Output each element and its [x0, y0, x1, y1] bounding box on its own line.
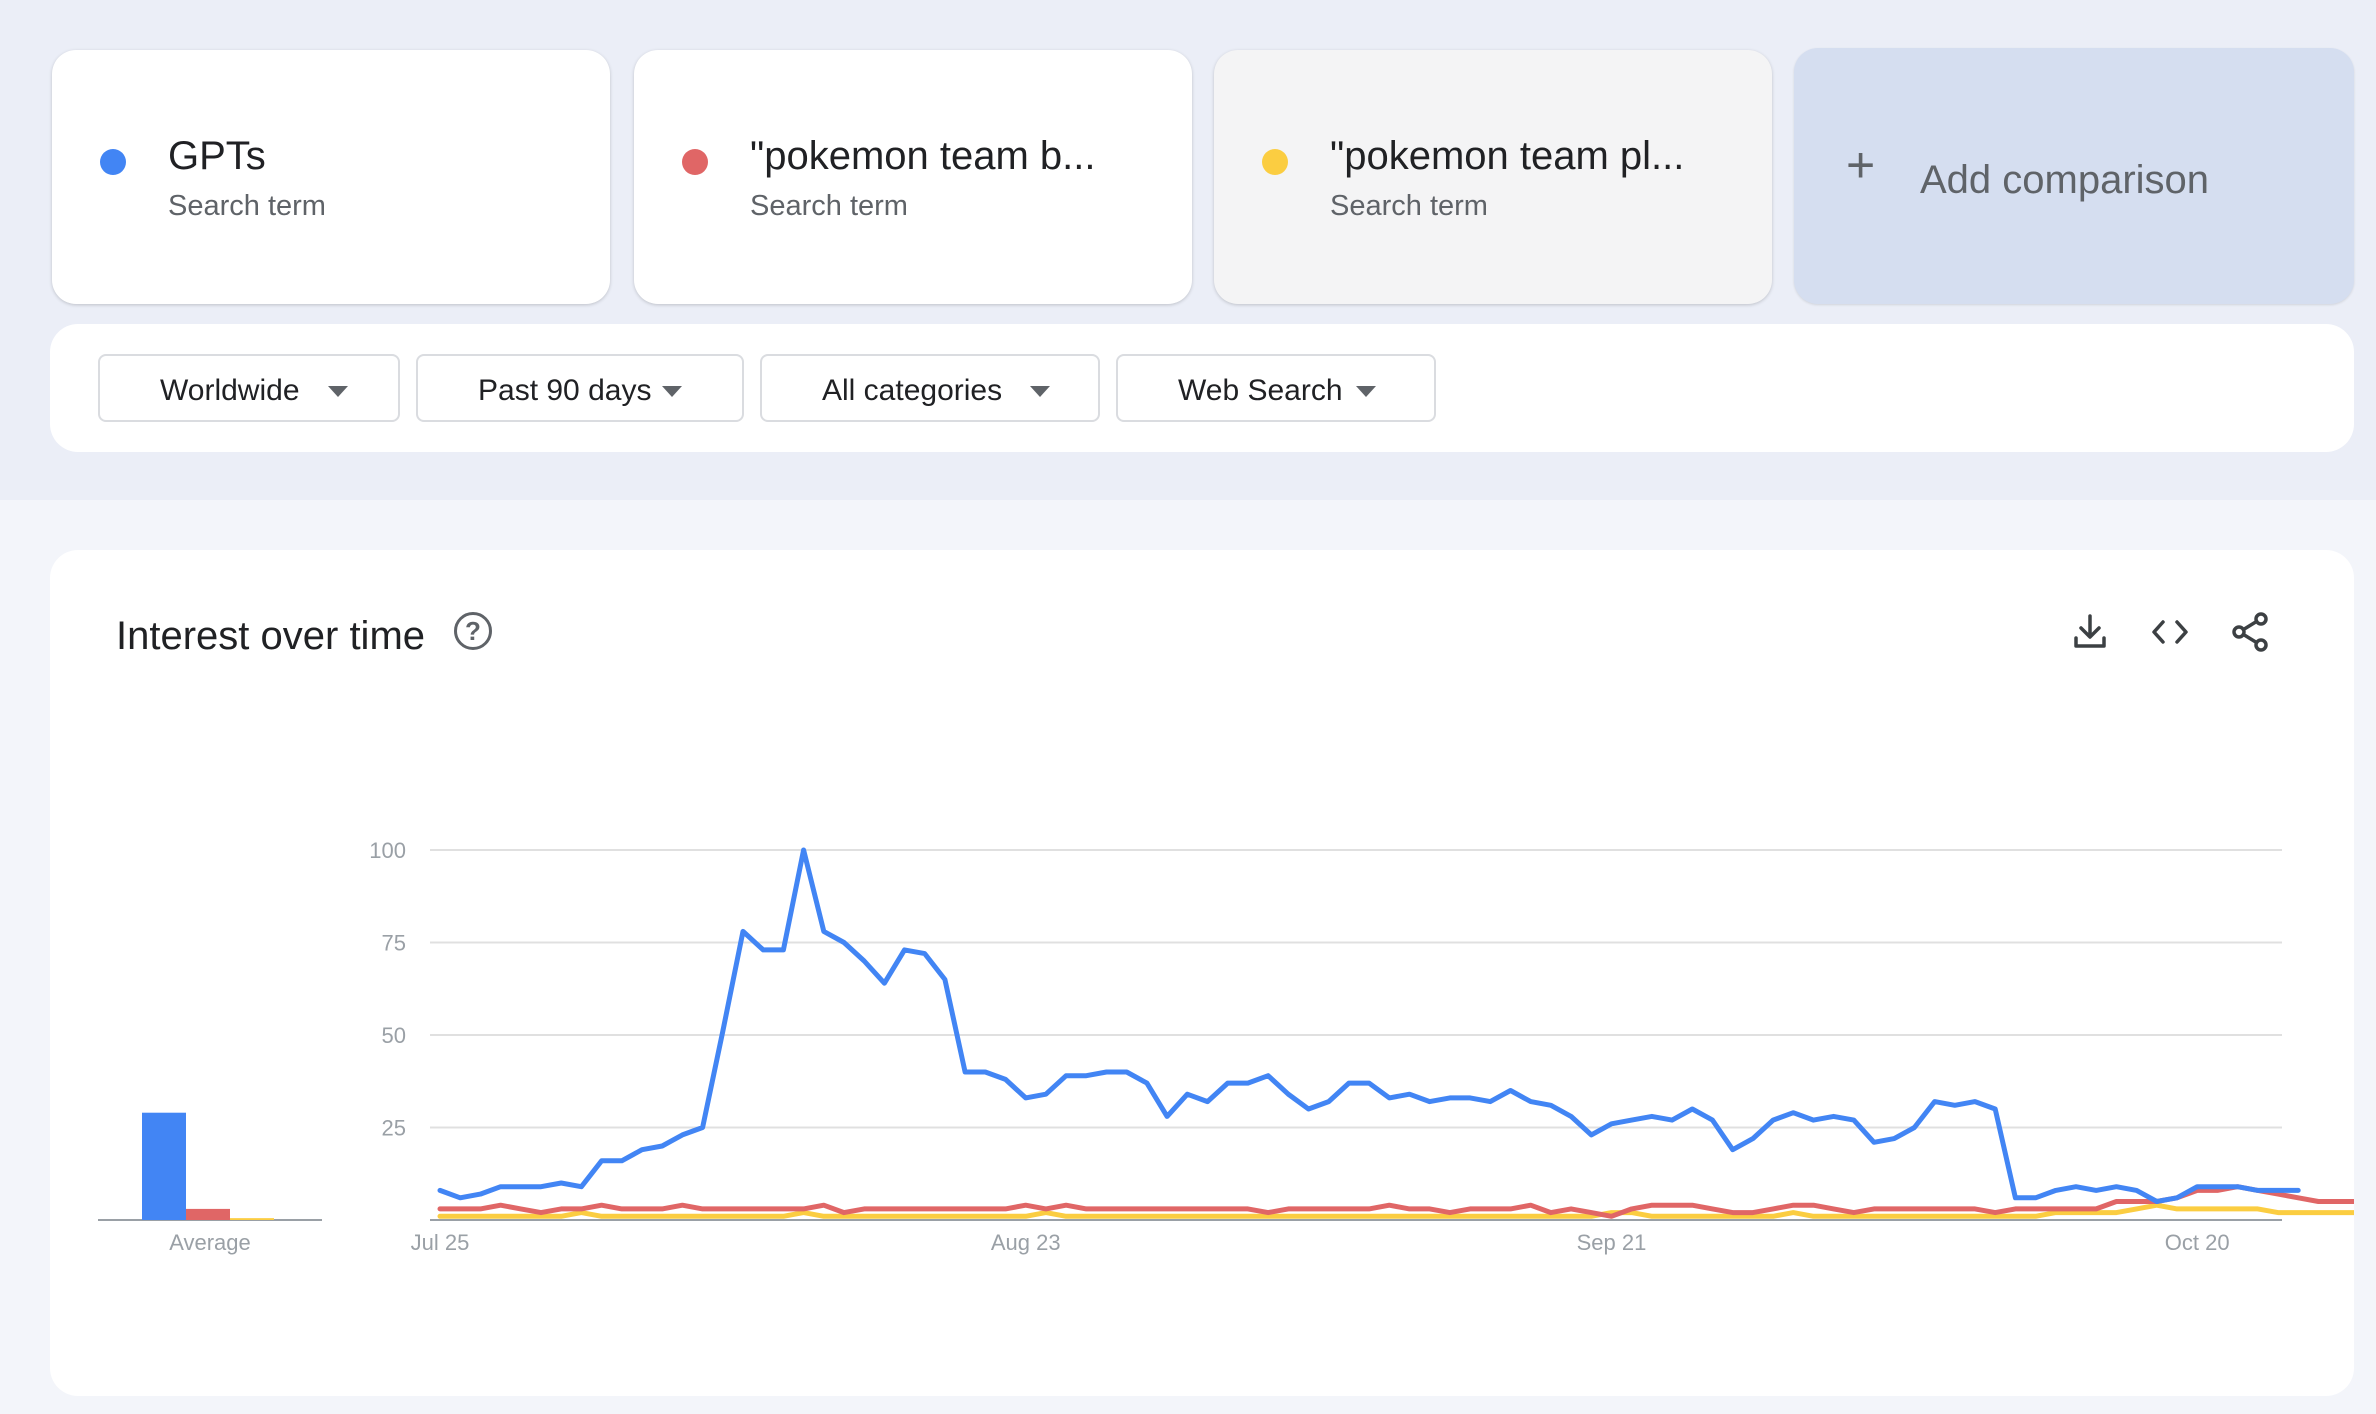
term-card-pokemon-team-pl[interactable]: "pokemon team pl... Search term — [1214, 50, 1772, 304]
term-type: Search term — [750, 190, 908, 222]
y-tick-label: 100 — [369, 838, 406, 863]
caret-down-icon — [1356, 386, 1376, 397]
search-type-dropdown[interactable]: Web Search — [1116, 354, 1436, 422]
chart-title: Interest over time — [116, 614, 426, 658]
series-line[interactable] — [437, 1202, 2354, 1219]
series-color-dot — [100, 149, 126, 175]
term-card-pokemon-team-b[interactable]: "pokemon team b... Search term — [634, 50, 1192, 304]
caret-down-icon — [328, 386, 348, 397]
region-dropdown[interactable]: Worldwide — [98, 354, 400, 422]
series-color-dot — [682, 149, 708, 175]
download-icon[interactable] — [2066, 608, 2114, 656]
caret-down-icon — [662, 386, 682, 397]
x-tick-label: Sep 21 — [1577, 1230, 1647, 1255]
y-tick-label: 50 — [382, 1023, 406, 1048]
term-name[interactable]: "pokemon team pl... — [1330, 134, 1685, 178]
category-label: All categories — [822, 374, 1003, 407]
category-dropdown[interactable]: All categories — [760, 354, 1100, 422]
embed-code-icon[interactable] — [2146, 608, 2194, 656]
term-card-gpts[interactable]: GPTs Search term — [52, 50, 610, 304]
series-line[interactable] — [437, 1184, 2354, 1219]
plus-icon: + — [1846, 137, 1876, 193]
series-line[interactable] — [437, 847, 2301, 1204]
x-tick-label: Oct 20 — [2165, 1230, 2230, 1255]
share-icon[interactable] — [2226, 608, 2274, 656]
average-bar — [186, 1208, 230, 1220]
x-tick-label: Aug 23 — [991, 1230, 1061, 1255]
term-type: Search term — [1330, 190, 1488, 222]
average-label: Average — [169, 1230, 251, 1255]
x-tick-label: Jul 25 — [411, 1230, 470, 1255]
average-bar — [230, 1218, 274, 1220]
term-name[interactable]: "pokemon team b... — [750, 134, 1096, 178]
interest-chart: 100 75 50 25 Jul 25 Aug 23 Sep 21 Oct 20 Average — [98, 838, 2354, 1255]
time-range-label: Past 90 days — [478, 374, 652, 407]
add-comparison-button[interactable]: + Add comparison — [1794, 48, 2354, 304]
series-color-dot — [1262, 149, 1288, 175]
search-type-label: Web Search — [1178, 374, 1343, 407]
help-circle-icon[interactable]: ? — [454, 612, 492, 650]
region-label: Worldwide — [160, 374, 300, 407]
caret-down-icon — [1030, 386, 1050, 397]
filter-bar: Worldwide Past 90 days All categories We… — [50, 324, 2354, 452]
y-tick-label: 75 — [382, 931, 406, 956]
y-tick-label: 25 — [382, 1116, 406, 1141]
time-range-dropdown[interactable]: Past 90 days — [416, 354, 744, 422]
term-name[interactable]: GPTs — [168, 134, 266, 178]
add-comparison-label: Add comparison — [1920, 158, 2210, 202]
interest-over-time-card: Interest over time ? 100 75 50 25 Jul 25 Aug … — [50, 550, 2354, 1396]
average-bar — [142, 1112, 186, 1220]
term-type: Search term — [168, 190, 326, 222]
